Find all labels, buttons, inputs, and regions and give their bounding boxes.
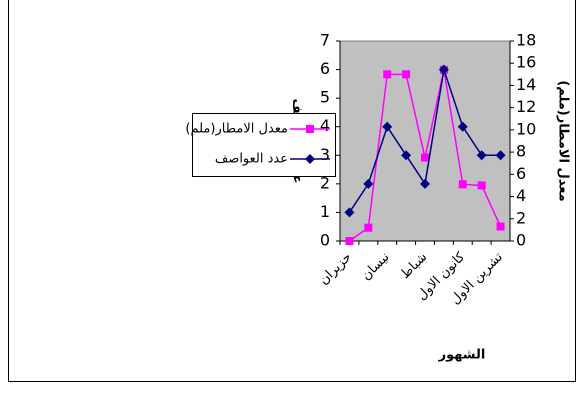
y2-tick-label: 4	[516, 186, 526, 205]
y-tick-label: 6	[320, 59, 330, 78]
point	[383, 70, 392, 79]
y-tick-label: 4	[320, 116, 330, 135]
point	[344, 207, 355, 218]
y2-tick-label: 6	[516, 164, 526, 183]
y2-tick-label: 10	[516, 119, 536, 138]
y-tick-label: 0	[320, 231, 330, 250]
y-tick-label: 1	[320, 202, 330, 221]
y2-axis-title: معدل الامطار(ملم)	[556, 80, 571, 201]
x-tick-label: نيسان	[359, 250, 393, 284]
y2-tick-label: 0	[516, 231, 526, 250]
point	[401, 150, 412, 161]
point	[496, 222, 505, 231]
legend-label: معدل الامطار(ملم)	[185, 122, 288, 137]
y-tick-label: 7	[320, 31, 330, 50]
y-tick-label: 3	[320, 145, 330, 164]
legend-marker	[305, 154, 315, 164]
y2-tick-label: 12	[516, 97, 536, 116]
legend-label: عدد العواصف	[215, 152, 288, 167]
point	[438, 64, 449, 75]
point	[495, 150, 506, 161]
y2-tick-label: 8	[516, 142, 526, 161]
legend-marker	[306, 125, 314, 133]
legend	[192, 113, 336, 177]
y2-tick-label: 14	[516, 75, 536, 94]
point	[477, 181, 486, 190]
y2-tick-label: 18	[516, 31, 536, 50]
point	[420, 178, 430, 189]
x-tick-label: حزيران	[316, 250, 354, 288]
y-tick-label: 5	[320, 88, 330, 107]
point	[458, 180, 467, 189]
y2-tick-label: 16	[516, 53, 536, 72]
point	[421, 153, 429, 162]
y-tick-label: 2	[320, 173, 330, 192]
point	[363, 178, 374, 189]
point	[457, 121, 468, 132]
x-tick-label: شباط	[398, 250, 430, 282]
point	[382, 121, 393, 132]
y2-tick-label: 2	[516, 208, 526, 227]
point	[364, 223, 373, 232]
x-axis-title: الشهور	[438, 348, 486, 363]
plot-area	[339, 40, 511, 242]
point	[476, 150, 487, 161]
point	[345, 237, 354, 245]
point	[402, 70, 411, 79]
